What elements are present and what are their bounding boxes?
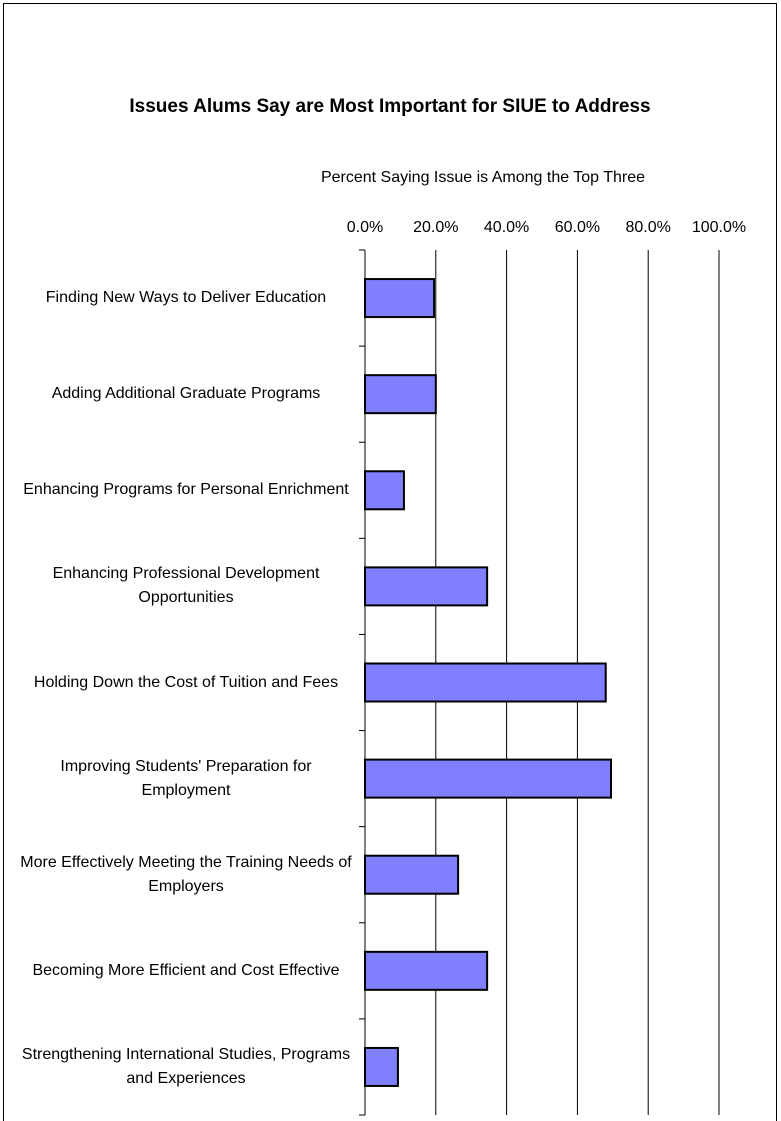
bar xyxy=(364,662,607,703)
x-tick-label: 40.0% xyxy=(484,219,529,236)
y-tick-label: Adding Additional Graduate Programs xyxy=(51,385,321,403)
bar xyxy=(364,278,436,319)
bar xyxy=(364,470,405,511)
y-tick-label: Finding New Ways to Deliver Education xyxy=(45,289,327,307)
y-tick-label: More Effectively Meeting the Training Ne… xyxy=(20,853,352,895)
chart-title: Issues Alums Say are Most Important for … xyxy=(129,96,651,117)
x-tick-label: 0.0% xyxy=(347,219,383,236)
bar xyxy=(364,950,489,991)
x-tick-label: 60.0% xyxy=(555,219,600,236)
y-tick-label: Becoming More Efficient and Cost Effecti… xyxy=(32,961,340,979)
x-tick-label: 100.0% xyxy=(692,219,746,236)
y-tick-label: Holding Down the Cost of Tuition and Fee… xyxy=(33,673,339,691)
frame xyxy=(3,3,777,1121)
y-tick-label: Strengthening International Studies, Pro… xyxy=(21,1045,351,1087)
bar xyxy=(364,758,613,799)
bar xyxy=(364,854,460,895)
bar xyxy=(364,566,489,607)
y-tick-label: Enhancing Programs for Personal Enrichme… xyxy=(23,481,349,499)
y-tick-label: Improving Students' Preparation for Empl… xyxy=(60,757,312,799)
x-tick-label: 20.0% xyxy=(413,219,458,236)
y-tick-label: Enhancing Professional Development Oppor… xyxy=(52,565,320,607)
x-tick-label: 80.0% xyxy=(626,219,671,236)
bar xyxy=(364,374,437,415)
bar xyxy=(364,1046,399,1087)
x-axis-title: Percent Saying Issue is Among the Top Th… xyxy=(321,169,645,186)
